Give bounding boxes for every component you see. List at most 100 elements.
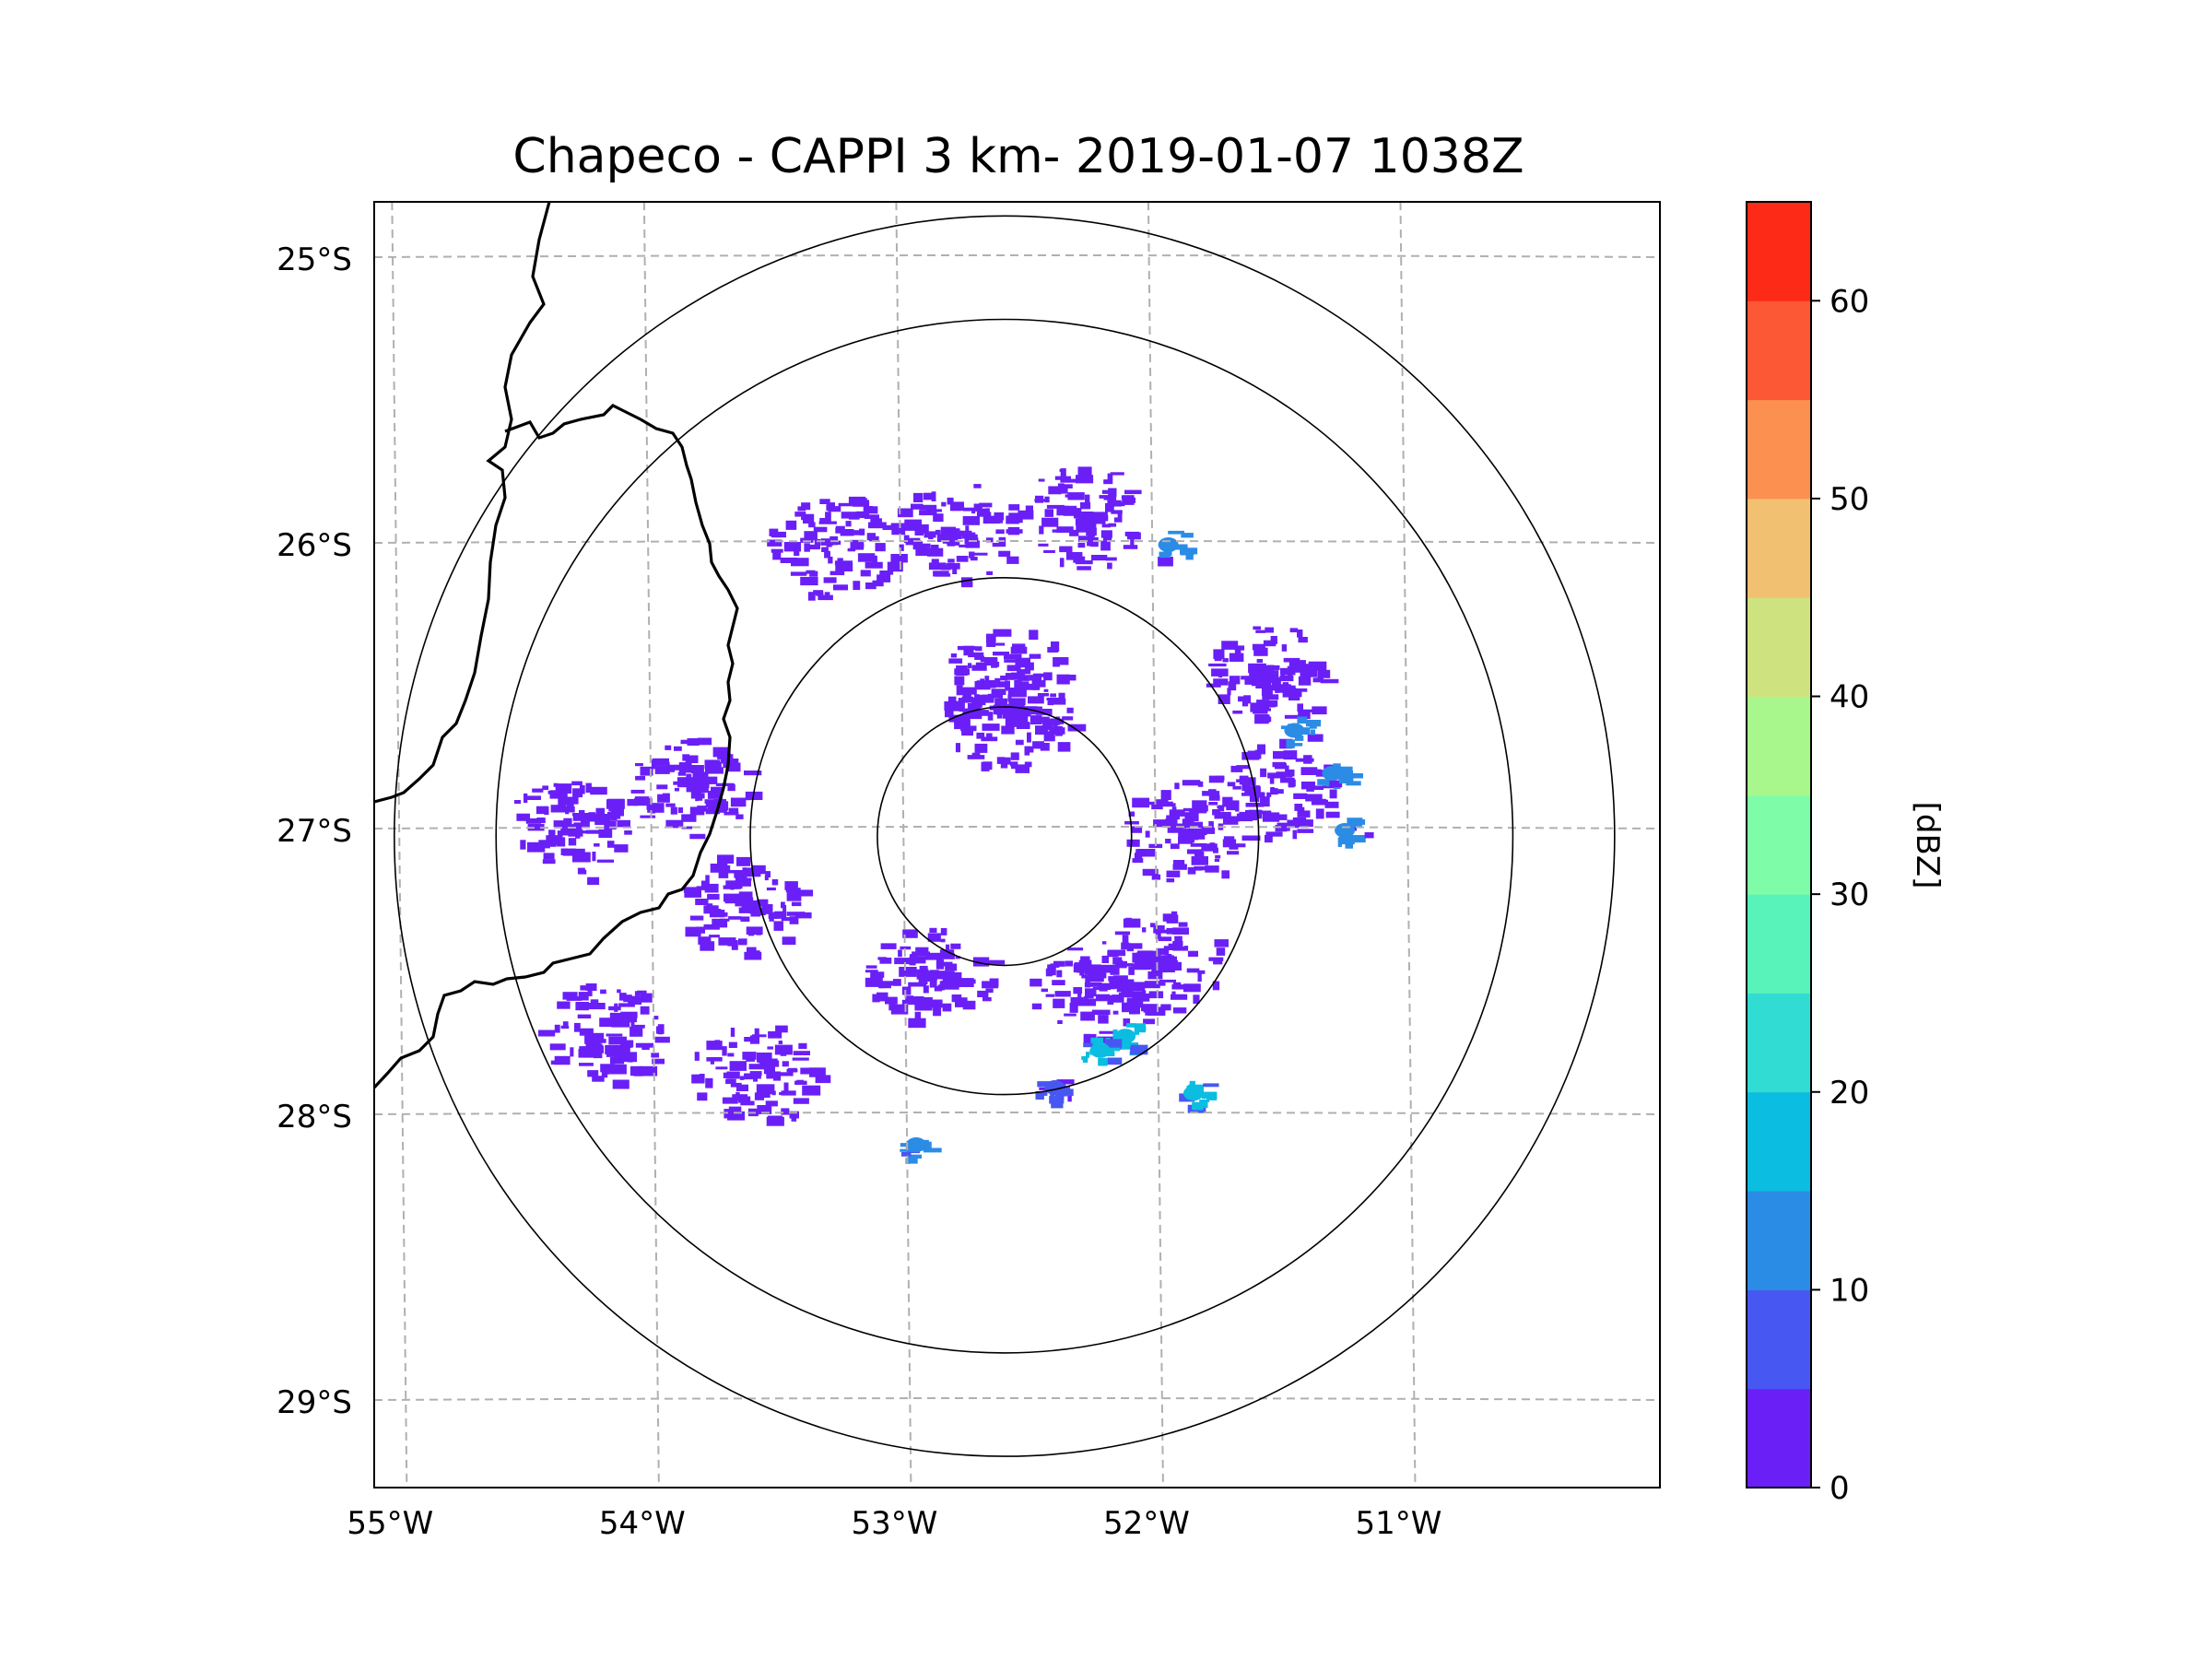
echo-pixel (1226, 800, 1240, 811)
echo-pixel (767, 1046, 773, 1050)
echo-pixel (1032, 685, 1041, 690)
echo-pixel (921, 969, 929, 974)
echo-pixel (813, 590, 824, 595)
echo-pixel (1112, 1030, 1118, 1040)
echo-pixel (541, 842, 550, 849)
echo-pixel (717, 854, 735, 864)
echo-pixel (971, 665, 987, 671)
echo-pixel (989, 705, 1006, 711)
echo-pixel (1324, 801, 1339, 808)
echo-pixel (1040, 743, 1050, 751)
echo-pixel (1241, 835, 1261, 841)
echo-pixel (1298, 637, 1308, 643)
echo-pixel (624, 830, 632, 835)
echo-pixel (1261, 687, 1273, 696)
echo-pixel (557, 1001, 571, 1009)
echo-pixel (1208, 821, 1214, 828)
echo-pixel (1065, 960, 1073, 967)
echo-cell (1179, 1080, 1219, 1113)
echo-pixel (1151, 874, 1161, 880)
echo-pixel (580, 818, 590, 828)
echo-pixel (1191, 856, 1208, 865)
echo-pixel (858, 554, 874, 559)
echo-pixel (958, 698, 965, 704)
echo-pixel (1063, 512, 1077, 516)
echo-pixel (762, 904, 773, 914)
echo-pixel (1101, 489, 1112, 494)
echo-cell (767, 496, 908, 601)
echo-pixel (727, 784, 735, 792)
echo-pixel (568, 838, 577, 846)
echo-pixel (1029, 675, 1042, 681)
echo-pixel (781, 917, 798, 922)
echo-pixel (736, 856, 751, 866)
echo-pixel (1185, 549, 1194, 560)
echo-pixel (1288, 697, 1300, 700)
echo-pixel (1165, 818, 1178, 827)
echo-pixel (780, 1049, 787, 1056)
echo-pixel (710, 1060, 714, 1065)
echo-pixel (1125, 1041, 1131, 1047)
echo-pixel (571, 781, 582, 786)
echo-pixel (1192, 829, 1207, 836)
echo-pixel (994, 642, 1006, 646)
echo-pixel (1066, 707, 1074, 713)
echo-pixel (975, 662, 986, 668)
echo-pixel (946, 562, 960, 570)
echo-pixel (1216, 947, 1226, 956)
echo-pixel (923, 492, 936, 500)
echo-pixel (971, 700, 982, 708)
echo-pixel (865, 561, 883, 569)
parallel-line (374, 1397, 1660, 1401)
echo-pixel (919, 504, 937, 511)
echo-pixel (595, 807, 606, 816)
echo-pixel (972, 957, 990, 967)
echo-pixel (554, 1024, 560, 1033)
echo-pixel (915, 947, 929, 956)
echo-pixel (1136, 951, 1148, 959)
echo-pixel (1083, 1042, 1093, 1048)
echo-pixel (1171, 911, 1178, 920)
echo-pixel (1057, 718, 1065, 724)
echo-pixel (1255, 678, 1272, 688)
echo-pixel (1270, 787, 1275, 794)
echo-pixel (1144, 960, 1153, 968)
echo-pixel (858, 543, 865, 548)
plot-frame (373, 201, 1661, 1488)
echo-pixel (1305, 720, 1322, 727)
echo-pixel (695, 899, 709, 905)
echo-pixel (933, 571, 949, 577)
echo-pixel (1310, 729, 1315, 735)
echo-pixel (1128, 966, 1135, 975)
echo-pixel (1297, 829, 1314, 833)
echo-pixel (1104, 1039, 1123, 1048)
echo-pixel (948, 542, 960, 546)
echo-pixel (1005, 680, 1010, 691)
echo-pixel (1297, 629, 1303, 638)
echo-pixel (572, 813, 582, 821)
echo-pixel (1309, 724, 1317, 729)
echo-pixel (1018, 709, 1031, 717)
echo-pixel (974, 743, 988, 753)
echo-pixel (939, 971, 955, 975)
echo-pixel (977, 710, 989, 716)
echo-pixel (562, 1021, 569, 1029)
echo-pixel (982, 761, 993, 771)
echo-pixel (1132, 858, 1144, 864)
echo-pixel (815, 1075, 831, 1084)
echo-pixel (674, 746, 682, 751)
echo-pixel (579, 830, 589, 834)
echo-pixel (578, 992, 589, 1001)
echo-pixel (1235, 803, 1240, 812)
echo-pixel (651, 1053, 660, 1058)
echo-pixel (1025, 505, 1033, 513)
echo-pixel (1213, 678, 1229, 686)
echo-pixel (1300, 666, 1318, 677)
echo-pixel (982, 681, 991, 688)
echo-pixel (907, 996, 924, 1006)
echo-pixel (947, 559, 955, 563)
echo-core (906, 1137, 927, 1152)
echo-pixel (1297, 810, 1311, 818)
echo-pixel (960, 532, 976, 536)
echo-pixel (1004, 706, 1022, 711)
